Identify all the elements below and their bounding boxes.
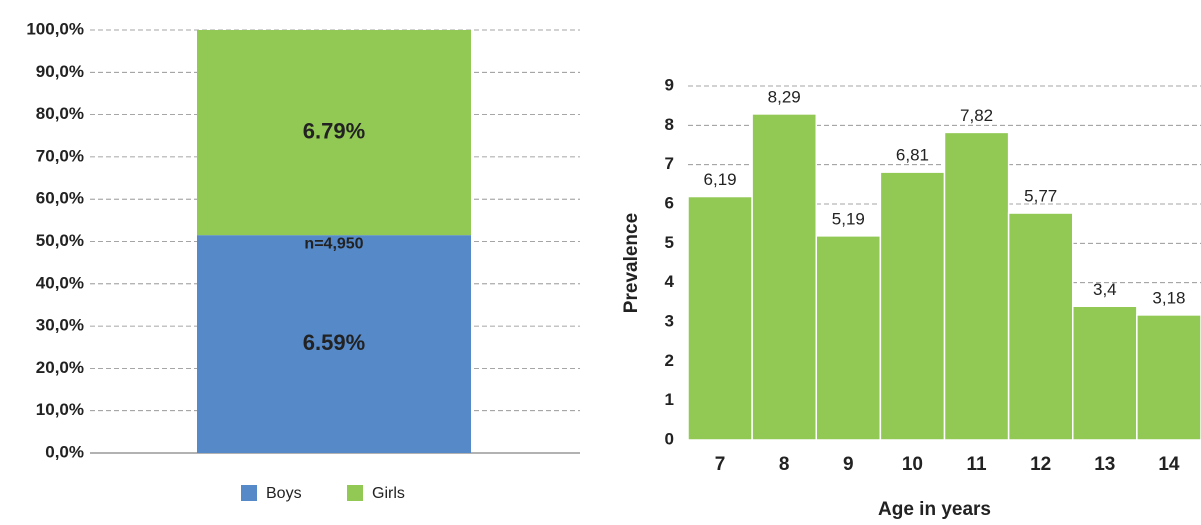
legend-swatch: [241, 485, 257, 501]
bar-segment: [197, 235, 471, 453]
y-tick-label: 7: [665, 154, 674, 173]
bar: [751, 113, 817, 441]
y-tick-label: 0: [665, 429, 674, 448]
y-tick-label: 2: [665, 351, 674, 370]
bar: [1007, 212, 1074, 441]
y-tick-label: 50,0%: [36, 231, 84, 250]
x-tick-label: 7: [715, 454, 726, 475]
bar-segment: [197, 30, 471, 236]
legend-swatch: [347, 485, 363, 501]
y-tick-label: 9: [665, 75, 674, 94]
y-tick-label: 20,0%: [36, 358, 84, 377]
y-tick-label: 40,0%: [36, 273, 84, 292]
y-tick-label: 70,0%: [36, 146, 84, 165]
value-label: 8,29: [768, 87, 801, 106]
y-tick-label: 1: [665, 390, 674, 409]
x-tick-label: 11: [967, 454, 988, 475]
value-label: 5,19: [832, 209, 865, 228]
y-tick-label: 3: [665, 311, 674, 330]
y-tick-label: 60,0%: [36, 189, 84, 208]
value-label: 7,82: [960, 106, 993, 125]
bar: [879, 171, 946, 441]
x-tick-label: 10: [902, 454, 923, 475]
bar: [687, 195, 753, 441]
y-tick-label: 6: [665, 193, 674, 212]
annotation: 6.79%: [303, 118, 365, 143]
x-tick-label: 14: [1158, 454, 1180, 475]
x-tick-label: 13: [1094, 454, 1115, 475]
y-tick-label: 0,0%: [45, 442, 84, 461]
y-tick-label: 90,0%: [36, 62, 84, 81]
value-label: 6,81: [896, 146, 929, 165]
y-tick-label: 80,0%: [36, 104, 84, 123]
value-label: 6,19: [704, 170, 737, 189]
value-label: 5,77: [1024, 187, 1057, 206]
y-tick-label: 100,0%: [26, 19, 84, 38]
x-axis-title: Age in years: [878, 499, 991, 520]
annotation: 6.59%: [303, 330, 365, 355]
bar: [943, 131, 1010, 441]
bar: [1072, 305, 1138, 441]
bar: [815, 235, 882, 441]
annotation: n=4,950: [304, 235, 363, 252]
y-tick-label: 5: [665, 233, 674, 252]
bar: [1136, 314, 1201, 441]
legend-label: Boys: [266, 485, 302, 502]
x-tick-label: 8: [779, 454, 790, 475]
value-label: 3,4: [1093, 280, 1117, 299]
y-axis-title: Prevalence: [621, 213, 642, 313]
y-tick-label: 4: [665, 272, 675, 291]
x-tick-label: 9: [843, 454, 854, 475]
y-tick-label: 10,0%: [36, 400, 84, 419]
value-label: 3,18: [1152, 288, 1185, 307]
legend-label: Girls: [372, 485, 405, 502]
x-tick-label: 12: [1030, 454, 1051, 475]
y-tick-label: 8: [665, 115, 674, 134]
y-tick-label: 30,0%: [36, 316, 84, 335]
